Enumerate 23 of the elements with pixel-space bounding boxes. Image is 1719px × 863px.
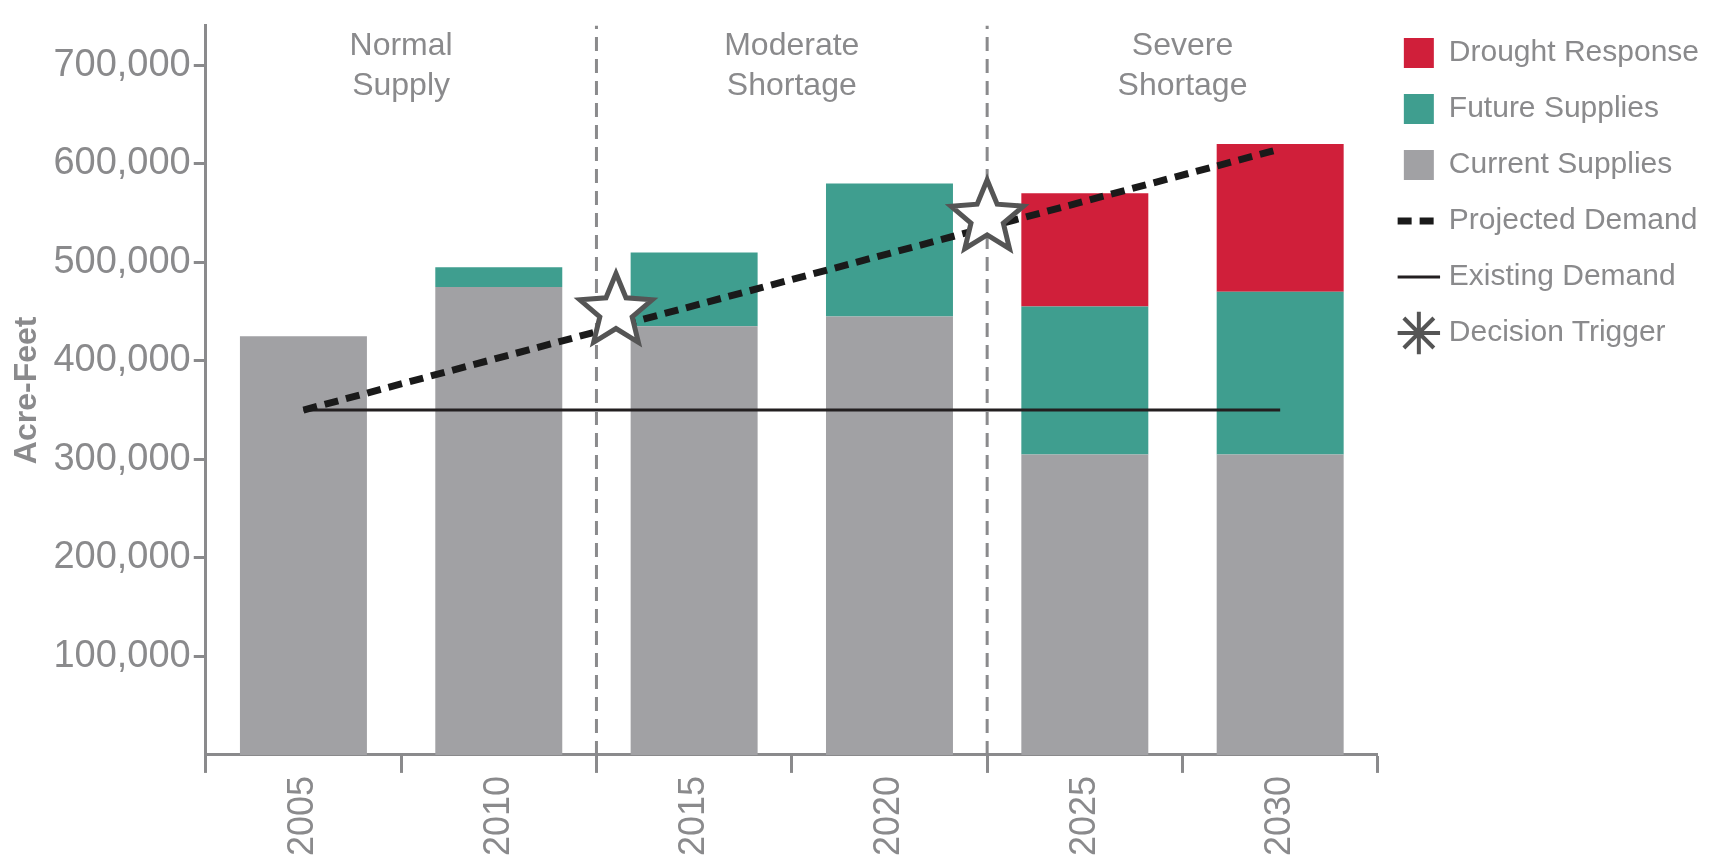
annotation: Moderate Shortage xyxy=(724,25,860,102)
y-tick-label: 200,000 xyxy=(53,534,191,577)
annotation: Normal Supply xyxy=(349,25,453,102)
y-tick-label: 600,000 xyxy=(53,140,191,183)
legend-label: Drought Response xyxy=(1448,34,1699,68)
legend-label: Projected Demand xyxy=(1448,202,1698,236)
y-axis-title: Acre-Feet xyxy=(7,316,44,465)
annotation: Severe Shortage xyxy=(1117,25,1248,102)
y-tick-label: 500,000 xyxy=(53,238,191,281)
legend-label: Future Supplies xyxy=(1448,90,1659,124)
x-tick-label: 2010 xyxy=(475,775,517,857)
x-tick-label: 2005 xyxy=(280,775,322,857)
x-tick-label: 2015 xyxy=(671,775,713,857)
y-tick-label: 700,000 xyxy=(53,41,191,84)
legend-label: Current Supplies xyxy=(1448,146,1673,180)
y-tick-label: 300,000 xyxy=(53,435,191,478)
x-tick-label: 2030 xyxy=(1257,775,1299,857)
legend-label: Decision Trigger xyxy=(1448,314,1666,348)
x-tick-label: 2025 xyxy=(1061,775,1103,857)
legend-label: Existing Demand xyxy=(1448,258,1676,292)
y-tick-label: 100,000 xyxy=(53,632,191,675)
x-tick-label: 2020 xyxy=(866,775,908,857)
y-tick-label: 400,000 xyxy=(53,337,191,380)
